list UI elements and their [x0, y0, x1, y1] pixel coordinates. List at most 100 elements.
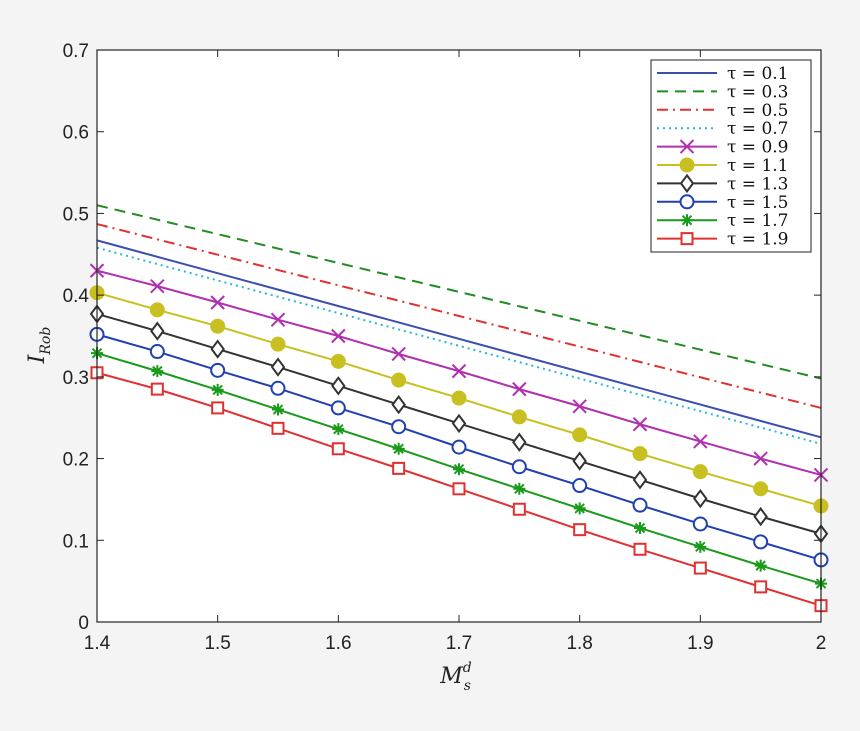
data-point — [572, 399, 587, 414]
legend: τ = 0.1τ = 0.3τ = 0.5τ = 0.7τ = 0.9τ = 1… — [650, 59, 812, 253]
data-point — [211, 401, 225, 415]
data-point — [149, 302, 165, 318]
legend-label: τ = 1.3 — [727, 174, 789, 194]
series-line-1 — [96, 239, 822, 439]
data-point — [693, 561, 707, 575]
legend-entry-7: τ = 1.3 — [657, 173, 789, 194]
data-point — [150, 278, 165, 294]
data-point — [512, 432, 527, 452]
legend-marker — [680, 232, 694, 246]
x-tick-label: 1.6 — [325, 633, 351, 654]
x-axis-label: Md s — [439, 660, 472, 694]
data-point — [270, 336, 286, 352]
data-point — [453, 463, 465, 476]
data-point — [271, 421, 285, 435]
data-point — [451, 363, 467, 379]
data-point — [451, 439, 467, 455]
data-point — [210, 362, 226, 378]
data-point — [511, 459, 527, 475]
data-point — [753, 506, 768, 527]
data-point — [452, 482, 466, 496]
y-tick-label: 0.2 — [63, 450, 89, 471]
series-layer — [89, 204, 829, 613]
data-point — [391, 346, 406, 362]
data-point — [331, 376, 346, 396]
x-axis-label-sub: s — [464, 678, 471, 694]
legend-entry-4: τ = 0.7 — [657, 119, 789, 139]
data-point — [391, 394, 406, 415]
data-point — [693, 434, 708, 449]
data-point — [692, 464, 708, 480]
legend-label: τ = 1.5 — [727, 193, 789, 213]
legend-entry-6: τ = 1.1 — [657, 156, 789, 176]
legend-entry-10: τ = 1.9 — [657, 230, 789, 250]
data-point — [211, 383, 224, 396]
y-tick-label: 0.1 — [63, 531, 89, 552]
data-point — [754, 559, 767, 572]
legend-entry-9: τ = 1.7 — [657, 211, 789, 231]
data-point — [632, 470, 648, 490]
data-point — [270, 312, 286, 327]
data-point — [151, 365, 164, 378]
series-6 — [89, 285, 829, 514]
data-point — [392, 442, 405, 455]
data-point — [753, 451, 768, 466]
data-point — [692, 516, 708, 532]
data-point — [210, 295, 225, 310]
ticks-layer: 1.4 1.5 1.6 1.7 1.8 1.9 2 0 0.1 0.2 0.3 0.4 0.5 0.6 0.… — [63, 41, 827, 654]
y-tick-label: 0.3 — [63, 368, 89, 389]
legend-marker — [679, 173, 695, 194]
y-tick-label: 0.7 — [63, 41, 89, 62]
data-point — [753, 534, 769, 550]
data-point — [272, 403, 284, 416]
x-axis-label-main: M — [439, 664, 463, 689]
data-point — [332, 423, 345, 436]
series-10 — [90, 366, 828, 613]
data-point — [330, 353, 346, 369]
legend-label: τ = 0.9 — [727, 138, 789, 158]
data-point — [572, 451, 587, 471]
x-tick-label: 1.4 — [84, 633, 111, 654]
data-point — [754, 580, 768, 594]
data-point — [512, 502, 526, 516]
legend-entry-3: τ = 0.5 — [657, 101, 789, 121]
data-point — [512, 381, 527, 397]
y-tick-label: 0.5 — [63, 204, 89, 225]
data-point — [451, 390, 467, 406]
series-line-4 — [96, 246, 822, 445]
legend-marker — [679, 194, 695, 210]
data-point — [572, 427, 588, 443]
data-point — [270, 380, 286, 396]
data-point — [331, 442, 345, 456]
legend-label: τ = 1.9 — [727, 230, 789, 250]
legend-entry-1: τ = 0.1 — [657, 64, 789, 84]
data-point — [150, 321, 165, 341]
y-tick-label: 0.6 — [63, 123, 89, 144]
data-point — [270, 357, 286, 377]
data-point — [573, 523, 587, 537]
data-point — [511, 409, 527, 425]
data-point — [331, 328, 346, 344]
data-point — [391, 419, 407, 435]
x-tick-label: 1.9 — [687, 633, 713, 654]
x-tick-label: 1.5 — [204, 633, 230, 654]
data-point — [391, 372, 407, 388]
data-point — [210, 339, 225, 359]
legend-label: τ = 0.7 — [727, 119, 789, 139]
series-5 — [89, 263, 829, 483]
series-7 — [89, 304, 829, 544]
series-1 — [96, 239, 822, 439]
data-point — [634, 522, 646, 535]
data-point — [632, 497, 648, 513]
x-tick-label: 2 — [816, 633, 827, 654]
y-axis-label-sub: Rob — [38, 327, 54, 356]
legend-marker — [679, 139, 695, 154]
x-tick-label: 1.8 — [566, 633, 592, 654]
series-line-2 — [96, 204, 822, 380]
legend-label: τ = 0.5 — [727, 101, 789, 121]
legend-label: τ = 1.7 — [727, 211, 789, 231]
data-point — [330, 400, 346, 416]
y-tick-label: 0 — [78, 613, 89, 634]
data-point — [753, 481, 769, 497]
